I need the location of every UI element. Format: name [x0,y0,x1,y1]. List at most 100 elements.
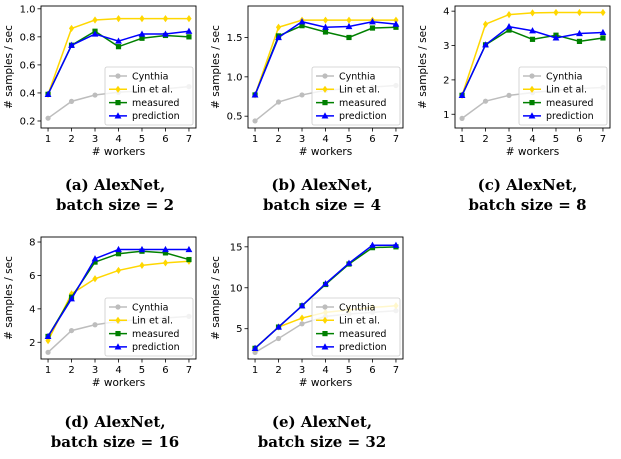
chart-d-point-cynthia [92,322,98,328]
chart-c-legend-label-prediction: prediction [546,111,594,122]
caption-d-line2: batch size = 16 [50,433,180,451]
chart-c-point-measured [576,38,583,44]
chart-a-xtick-label: 3 [92,134,98,145]
chart-a-ytick-label: 0.2 [20,116,36,127]
caption-e: (e) AlexNet, batch size = 32 [227,412,417,452]
chart-c-point-prediction [576,29,583,37]
chart-a-svg: 1 2 3 4 5 6 7 0.2 0.4 0.6 0.8 1.0 # workers # samples… [3,4,197,158]
chart-a-ytick-label: 0.6 [20,60,36,71]
chart-e-point-prediction [345,259,353,266]
chart-a-point-prediction [185,27,193,34]
chart-d-xtick-label: 2 [68,365,74,376]
chart-c-legend-box [518,66,608,126]
chart-c-ytick-label: 3 [443,41,449,52]
chart-d-xtick-label: 3 [92,365,98,376]
chart-a-legend-label-prediction: prediction [132,111,180,122]
caption-a: (a) AlexNet, batch size = 2 [20,175,210,215]
chart-d-point-prediction [115,245,122,253]
chart-b-legend-marker-measured [322,100,328,106]
chart-e-legend: Cynthia Lin et al. measured prediction [311,297,401,357]
chart-c-legend: Cynthia Lin et al. measured prediction [518,66,608,126]
chart-e-point-prediction [322,280,329,287]
chart-b-point-measured [346,34,352,41]
chart-c-xtick-label: 4 [529,134,535,145]
chart-b-xtick-label: 4 [322,134,328,145]
chart-b-point-measured [393,24,399,30]
caption-a-line1: (a) AlexNet, [64,176,166,194]
chart-e-xtick-label: 2 [275,365,281,376]
chart-a-legend-label-measured: measured [132,98,179,109]
chart-b-legend-label-prediction: prediction [339,111,387,122]
caption-c-line1: (c) AlexNet, [477,176,578,194]
chart-e-point-cynthia [275,335,282,342]
chart-e-xtick-label: 5 [346,365,352,376]
chart-d-ytick-label: 6 [29,271,35,282]
chart-d-point-lin-et-al [139,261,145,270]
chart-e-xtick-label: 3 [299,365,305,376]
chart-c-ytick-label: 1 [443,110,449,121]
chart-a-point-prediction [162,30,169,37]
chart-d-point-prediction [185,245,193,253]
chart-d-ylabel: # samples / sec [3,256,15,340]
chart-d-ytick-label: 4 [29,304,35,315]
chart-b-legend: Cynthia Lin et al. measured prediction [311,66,401,126]
chart-b-legend-label-measured: measured [339,98,386,109]
chart-c-legend-label-cynthia: Cynthia [546,71,582,82]
chart-e-point-prediction [392,241,400,248]
chart-a-ylabel: # samples / sec [3,25,15,109]
chart-d-point-measured [186,256,192,263]
chart-c-point-measured [529,36,536,42]
chart-b-point-prediction [392,20,400,27]
chart-a-ytick-label: 0.4 [20,88,36,99]
chart-a-legend-marker-prediction [114,112,122,119]
chart-e-point-prediction [251,344,259,351]
chart-b-ytick-label: 1.0 [227,72,243,83]
chart-d-xtick-label: 6 [162,365,168,376]
chart-b-xtick-label: 2 [275,134,281,145]
chart-d-legend-label-measured: measured [132,329,179,340]
chart-d-point-measured [92,259,98,265]
chart-c-xtick-label: 3 [506,134,512,145]
chart-a-point-measured [115,44,122,50]
chart-d-ytick-label: 2 [29,338,35,349]
chart-d-legend-label-lin-et-al: Lin et al. [132,316,173,327]
chart-d-xtick-label: 7 [186,365,192,376]
chart-e-ylabel: # samples / sec [210,256,222,340]
caption-a-line2: batch size = 2 [55,196,175,214]
chart-c-point-prediction [505,23,513,30]
chart-a-xtick-label: 4 [115,134,121,145]
chart-e-legend-marker-prediction [321,343,329,350]
chart-b-point-measured [299,23,305,29]
chart-d-legend-marker-cynthia [115,304,121,310]
chart-b-ytick-label: 0.5 [227,112,243,123]
chart-a-xtick-label: 5 [139,134,145,145]
chart-d-point-prediction [138,245,146,253]
chart-b-xtick-label: 3 [299,134,305,145]
chart-c-xtick-label: 1 [459,134,465,145]
chart-d-ytick-label: 8 [29,238,35,249]
chart-a-legend-marker-cynthia [115,73,121,79]
chart-c-point-prediction [529,27,536,34]
chart-c-point-cynthia [506,92,512,98]
chart-c-point-prediction [599,28,607,36]
chart-c-point-measured [506,27,512,33]
chart-c-point-prediction [458,91,466,98]
chart-d: 1 2 3 4 5 6 7 2 4 6 8 # workers # samples / sec Cynth… [0,231,205,401]
chart-d-point-lin-et-al [92,275,98,283]
chart-b: 1 2 3 4 5 6 7 0.5 1.0 1.5 # workers # samples / sec… [207,0,412,170]
chart-a-point-lin-et-al [186,15,192,23]
caption-e-line1: (e) AlexNet, [271,413,373,431]
chart-d-point-prediction [162,245,169,253]
chart-b-point-prediction [251,91,259,98]
chart-c-xlabel: # workers [506,146,559,158]
chart-c-point-lin-et-al [576,8,583,17]
chart-b-legend-marker-cynthia [322,73,328,79]
chart-a-point-lin-et-al [162,15,169,23]
chart-c-point-measured [600,35,606,41]
chart-a-legend-label-cynthia: Cynthia [132,71,168,82]
chart-a-point-prediction [91,30,99,37]
chart-a-point-prediction [44,90,52,97]
chart-a-point-prediction [115,37,122,44]
chart-a-series-prediction [44,27,193,97]
chart-b-legend-box [311,66,401,126]
